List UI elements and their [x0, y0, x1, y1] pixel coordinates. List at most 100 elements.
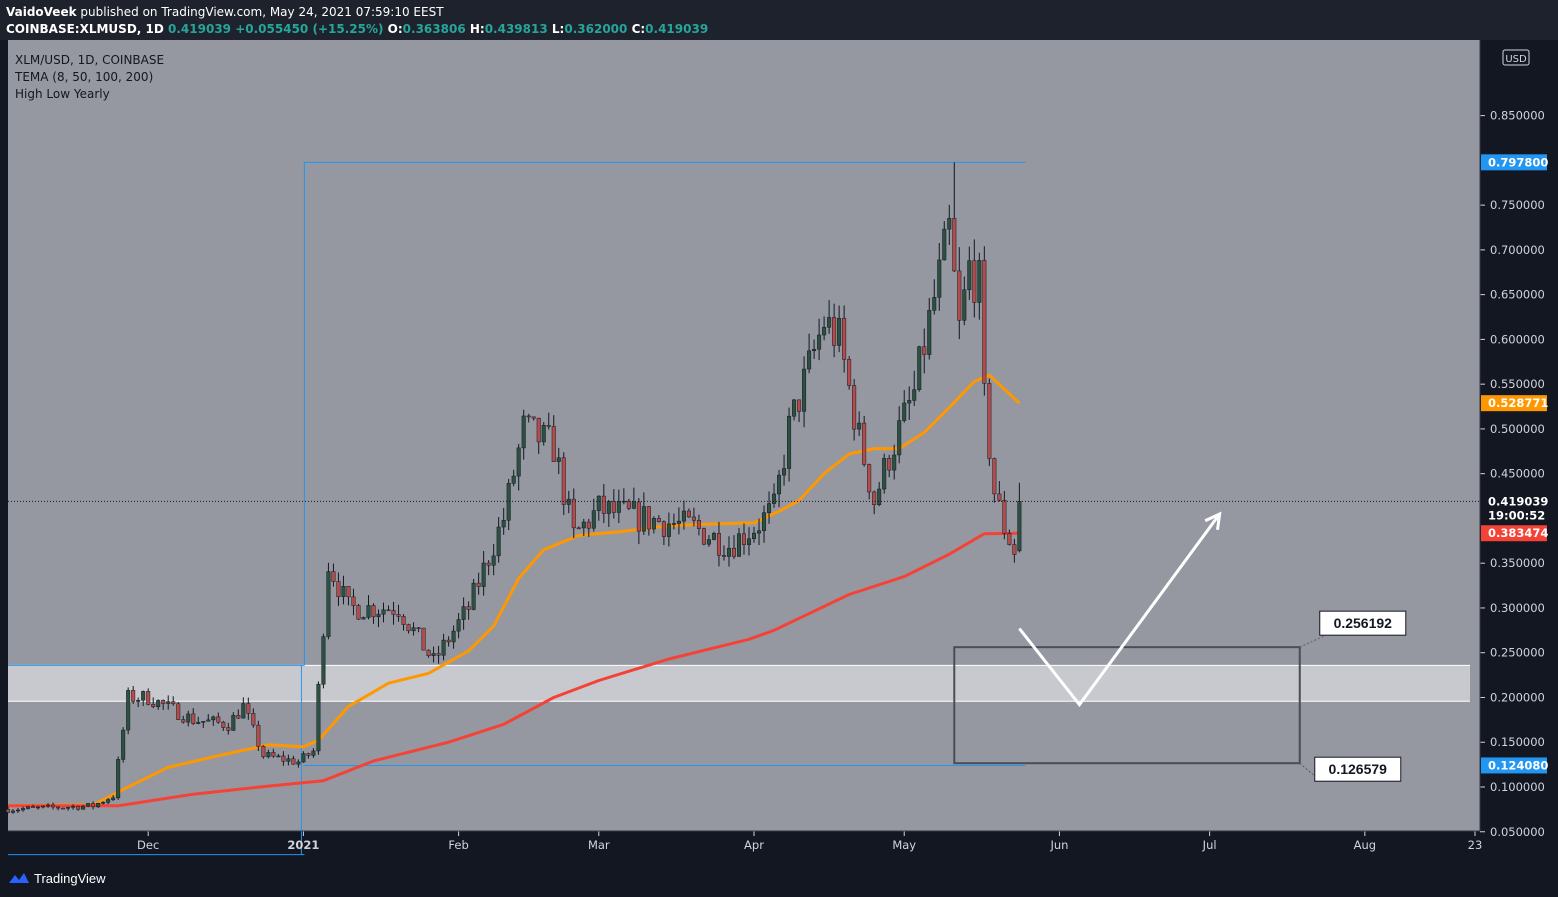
candle-body-53	[271, 752, 276, 757]
candle-body-30	[156, 700, 161, 707]
candle-body-31	[161, 700, 166, 704]
support-zone	[8, 665, 1470, 702]
candle-body-170	[857, 422, 862, 430]
legend-symbol[interactable]: XLM/USD, 1D, COINBASE	[15, 53, 165, 67]
author-name[interactable]: VaidoVeek	[6, 5, 77, 19]
chart-pane[interactable]: 0.256192 0.126579 0.850000 0.750000 0.700000…	[0, 40, 1558, 860]
currency-label: USD	[1505, 54, 1527, 65]
candle-body-23	[121, 729, 126, 760]
candle-body-67	[341, 586, 346, 597]
candle-body-176	[887, 458, 892, 471]
y-tick-label-4: 0.600000	[1490, 332, 1545, 346]
candle-body-183	[922, 346, 927, 355]
candle-body-20	[106, 799, 111, 803]
candle-body-200	[1007, 533, 1012, 545]
legend-tema[interactable]: TEMA (8, 50, 100, 200)	[15, 70, 154, 84]
candle-body-184	[927, 310, 932, 355]
candle-body-118	[596, 495, 601, 511]
candle-body-11	[61, 807, 66, 810]
candle-body-63	[321, 636, 326, 685]
candle-body-120	[606, 501, 611, 514]
candle-body-16	[86, 803, 91, 807]
candle-body-83	[421, 627, 426, 651]
candle-body-119	[601, 495, 606, 514]
candle-body-173	[872, 491, 877, 505]
candle-body-148	[747, 538, 752, 545]
open-label: O:	[387, 22, 403, 36]
candle-body-27	[141, 691, 146, 701]
candle-body-199	[1002, 499, 1007, 534]
candle-body-22	[116, 759, 121, 799]
candle-body-180	[907, 400, 912, 404]
candle-body-14	[76, 806, 81, 810]
candle-body-65	[331, 571, 336, 582]
candle-body-101	[511, 475, 516, 484]
candle-body-110	[556, 457, 561, 462]
candle-body-155	[782, 468, 787, 476]
y-tick-label-7: 0.450000	[1490, 467, 1545, 481]
y-tick-label-6: 0.500000	[1490, 422, 1545, 436]
candle-body-78	[396, 614, 401, 617]
low-label: L:	[551, 22, 565, 36]
y-tick-label-3: 0.650000	[1490, 288, 1545, 302]
tradingview-logo-icon[interactable]	[8, 872, 30, 884]
candle-body-7	[41, 805, 46, 808]
candle-body-197	[992, 458, 997, 495]
candle-body-136	[686, 510, 691, 518]
price-label-bg-4	[1481, 525, 1547, 542]
plot-background	[8, 40, 1480, 831]
candle-body-1	[11, 810, 16, 813]
candle-body-189	[952, 218, 957, 272]
candle-body-51	[261, 746, 266, 758]
projection-arrowhead	[1204, 511, 1222, 531]
candle-body-121	[611, 501, 616, 513]
candle-body-134	[676, 520, 681, 524]
legend-highlow[interactable]: High Low Yearly	[15, 87, 110, 101]
box-label-leader-1	[1299, 762, 1322, 782]
low-value: 0.362000	[564, 22, 628, 36]
candle-body-174	[877, 488, 882, 505]
x-tick-label-4: Apr	[744, 838, 764, 852]
candle-body-12	[66, 807, 71, 809]
candle-body-2	[16, 809, 21, 812]
candle-body-50	[256, 724, 261, 747]
candle-body-198	[997, 493, 1002, 501]
candle-body-149	[752, 532, 757, 540]
candle-body-94	[476, 582, 481, 587]
candle-body-45	[231, 715, 236, 731]
price-label-text-1: 0.528771	[1488, 396, 1548, 410]
candle-body-165	[832, 317, 837, 346]
price-label-bg-2	[1481, 493, 1547, 510]
candle-body-66	[336, 581, 341, 597]
candle-body-36	[186, 713, 191, 723]
symbol-code: COINBASE:XLMUSD, 1D	[6, 22, 164, 36]
candle-body-47	[241, 703, 246, 719]
candle-body-126	[636, 501, 641, 532]
candle-body-186	[937, 259, 942, 298]
price-label-text-0: 0.797800	[1488, 155, 1548, 169]
footer-brand[interactable]: TradingView	[34, 871, 106, 886]
candle-body-178	[897, 420, 902, 456]
price-chart[interactable]: 0.256192 0.126579 0.850000 0.750000 0.700000…	[0, 40, 1558, 860]
candle-body-109	[551, 426, 556, 462]
candle-body-42	[216, 716, 221, 723]
candle-body-179	[902, 402, 907, 421]
candle-body-71	[361, 617, 366, 620]
candle-body-8	[46, 804, 51, 807]
box-label-text-0: 0.256192	[1334, 615, 1393, 631]
candle-body-90	[456, 619, 461, 632]
candle-body-166	[837, 317, 842, 346]
price-label-bg-5	[1481, 757, 1547, 774]
box-label-leader-0	[1299, 634, 1326, 648]
candle-body-21	[111, 797, 116, 800]
candle-body-34	[176, 703, 181, 720]
y-tick-label-9: 0.300000	[1490, 601, 1545, 615]
candle-body-129	[651, 518, 656, 530]
candle-body-37	[191, 713, 196, 724]
candle-body-28	[146, 691, 151, 705]
candle-body-92	[466, 606, 471, 610]
candle-body-82	[416, 627, 421, 629]
candle-body-142	[716, 533, 721, 556]
candle-body-113	[571, 498, 576, 529]
price-label-text-3: 19:00:52	[1488, 508, 1545, 522]
